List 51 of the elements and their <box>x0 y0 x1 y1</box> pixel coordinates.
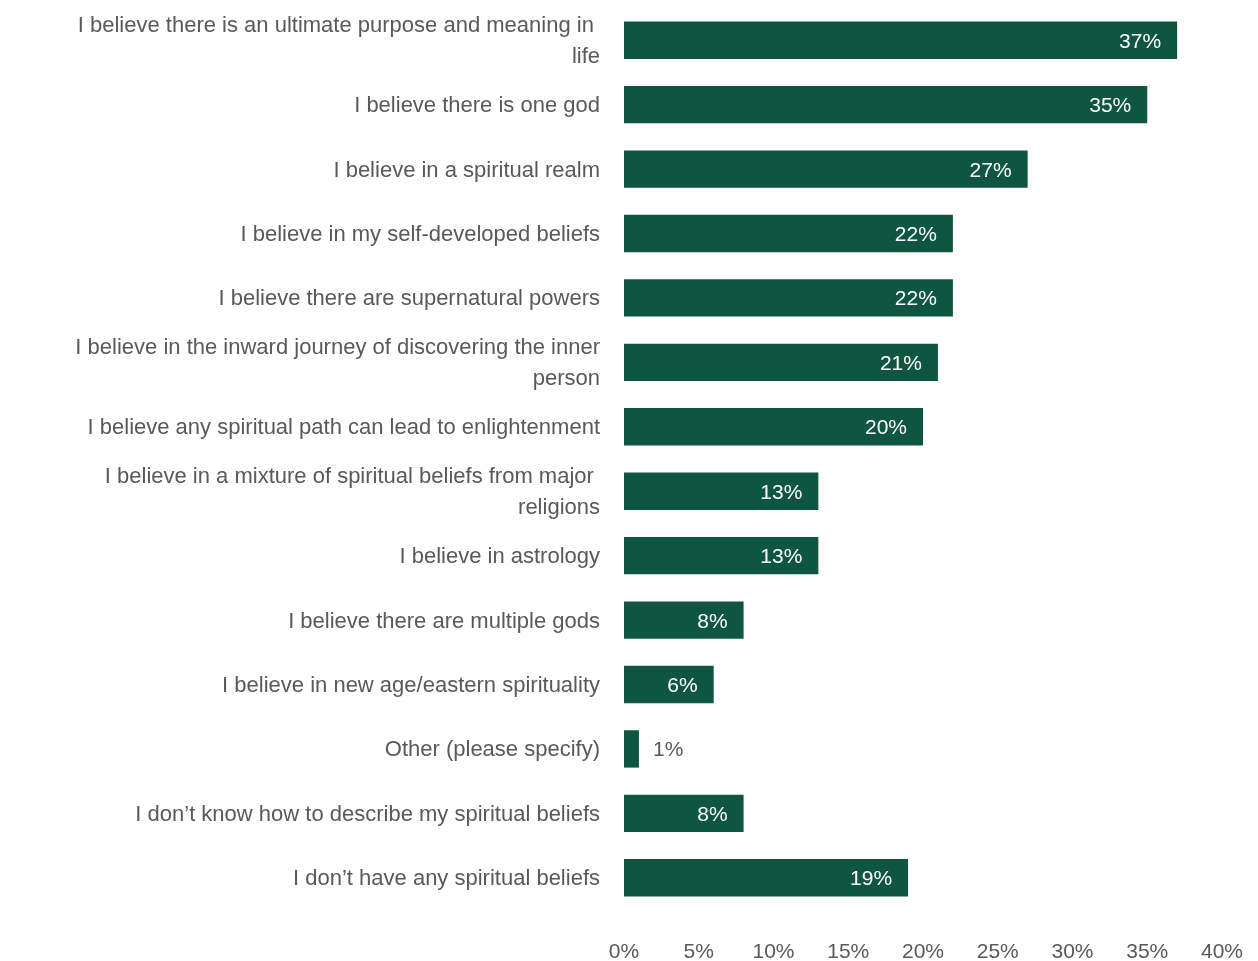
data-label: 35% <box>1089 93 1132 117</box>
x-tick-label: 35% <box>1126 939 1169 961</box>
y-tick-label: I believe there are multiple gods <box>288 607 600 633</box>
data-label: 22% <box>894 286 937 310</box>
data-label: 27% <box>969 157 1012 181</box>
bar <box>624 150 1028 188</box>
data-label: 13% <box>760 544 803 568</box>
bar <box>624 279 953 317</box>
bar <box>624 21 1178 59</box>
bar <box>624 601 744 639</box>
data-label: 21% <box>879 350 922 374</box>
y-tick-label: I believe in a mixture of spiritual beliefs from major religions <box>104 463 600 520</box>
data-label: 20% <box>864 415 907 439</box>
data-label: 37% <box>1119 28 1162 52</box>
y-tick-label: I believe in astrology <box>399 543 600 569</box>
y-tick-label: I believe there is one god <box>354 92 600 118</box>
data-label: 19% <box>850 866 893 890</box>
bar <box>624 214 953 253</box>
y-tick-label: I don’t have any spiritual beliefs <box>293 865 600 891</box>
bar <box>624 665 714 704</box>
bar <box>624 343 938 382</box>
bar <box>624 472 819 510</box>
x-tick-label: 10% <box>752 939 795 961</box>
data-label: 8% <box>697 801 728 825</box>
bar <box>624 536 819 575</box>
bar <box>624 859 909 897</box>
y-tick-label: I believe any spiritual path can lead to enlightenment <box>87 414 600 440</box>
y-tick-label: I believe there is an ultimate purpose and meaning in life <box>77 12 600 69</box>
y-tick-label: I don’t know how to describe my spiritual beliefs <box>135 800 600 826</box>
y-tick-label: I believe in a spiritual realm <box>333 156 600 182</box>
data-label: 22% <box>894 222 937 245</box>
y-tick-label: I believe in new age/eastern spirituality <box>222 672 600 697</box>
x-tick-label: 15% <box>827 939 870 961</box>
x-tick-label: 30% <box>1051 939 1094 961</box>
x-tick-label: 20% <box>901 939 945 961</box>
y-tick-label: I believe in the inward journey of discovering the inner person <box>75 334 600 391</box>
bar <box>624 794 744 833</box>
y-tick-label: I believe in my self-developed beliefs <box>240 221 600 246</box>
bar <box>624 408 923 446</box>
data-label: 8% <box>697 608 728 632</box>
x-tick-label: 5% <box>683 939 714 961</box>
data-label: 13% <box>760 479 803 503</box>
bar <box>624 730 639 768</box>
x-tick-label: 25% <box>976 939 1019 961</box>
y-tick-label: I believe there are supernatural powers <box>218 285 600 311</box>
data-label: 6% <box>667 673 698 696</box>
data-label: 1% <box>652 737 684 761</box>
bar <box>624 85 1148 124</box>
x-tick-label: 0% <box>608 939 640 961</box>
x-tick-label: 40% <box>1200 939 1244 961</box>
y-tick-label: Other (please specify) <box>384 736 600 762</box>
